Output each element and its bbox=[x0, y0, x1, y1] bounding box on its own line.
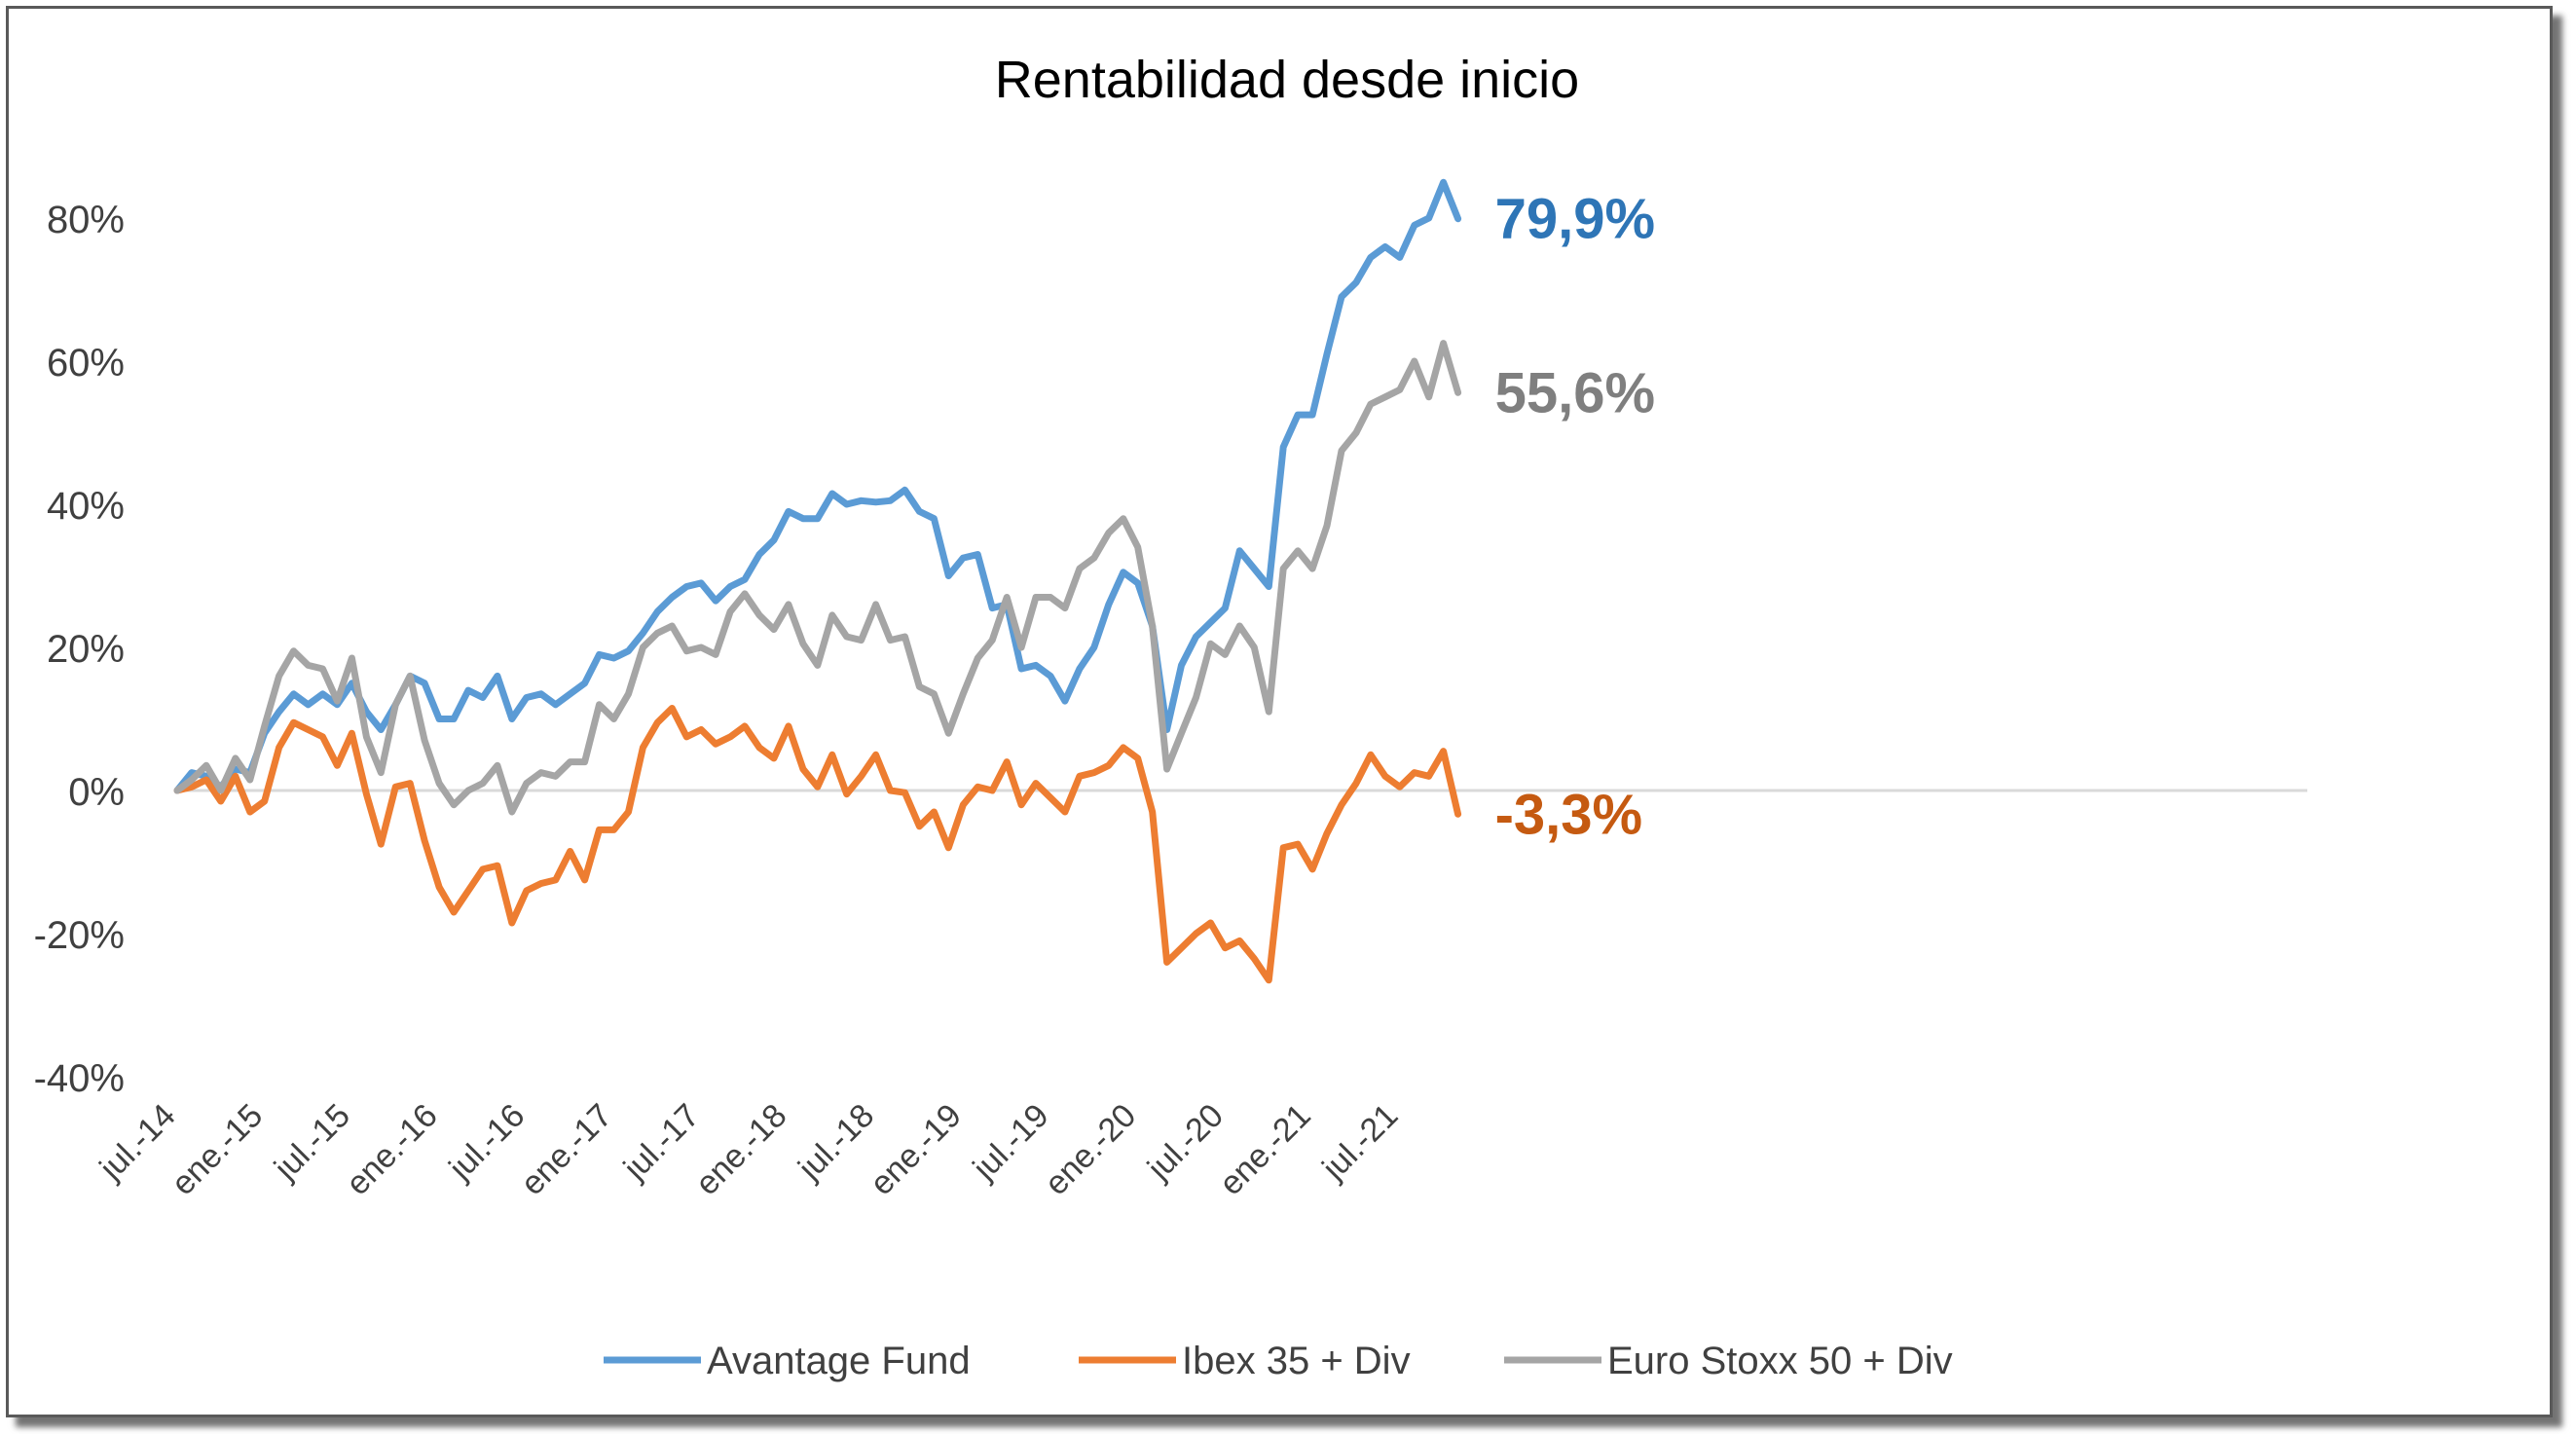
end-value-label-3: 55,6% bbox=[1495, 361, 1655, 424]
x-tick-label: ene.-18 bbox=[688, 1097, 793, 1202]
x-axis: jul.-14ene.-15jul.-15ene.-16jul.-16ene.-… bbox=[92, 1097, 1406, 1202]
series-line-3 bbox=[173, 340, 1462, 816]
y-tick-label: 80% bbox=[47, 199, 125, 241]
x-tick-label: ene.-16 bbox=[339, 1097, 444, 1202]
legend-label: Avantage Fund bbox=[707, 1340, 971, 1382]
y-tick-label: 0% bbox=[68, 771, 125, 814]
y-tick-label: -40% bbox=[34, 1057, 125, 1100]
series-group bbox=[173, 178, 1462, 984]
legend-label: Euro Stoxx 50 + Div bbox=[1607, 1340, 1953, 1382]
legend: Avantage Fund Ibex 35 + Div Euro Stoxx 50 … bbox=[604, 1340, 1953, 1382]
x-tick-label: ene.-15 bbox=[165, 1097, 270, 1202]
end-labels: 79,9% -3,3% 55,6% bbox=[1495, 188, 1655, 847]
y-tick-label: 20% bbox=[47, 628, 125, 671]
x-tick-label: jul.-21 bbox=[1314, 1097, 1405, 1188]
x-tick-label: ene.-17 bbox=[514, 1097, 619, 1202]
y-tick-label: 60% bbox=[47, 342, 125, 385]
y-axis: 80% 60% 40% 20% 0% -20% -40% bbox=[34, 199, 125, 1100]
y-tick-label: 40% bbox=[47, 485, 125, 528]
legend-label: Ibex 35 + Div bbox=[1182, 1340, 1411, 1382]
end-value-label-2: -3,3% bbox=[1495, 783, 1643, 846]
x-tick-label: ene.-20 bbox=[1038, 1097, 1143, 1202]
series-line-2 bbox=[173, 705, 1462, 984]
x-tick-label: ene.-21 bbox=[1212, 1097, 1317, 1202]
chart-frame bbox=[6, 6, 2553, 1417]
y-tick-label: -20% bbox=[34, 914, 125, 957]
end-value-label-1: 79,9% bbox=[1495, 188, 1655, 251]
x-tick-label: ene.-19 bbox=[864, 1097, 969, 1202]
chart-title: Rentabilidad desde inicio bbox=[995, 51, 1579, 109]
